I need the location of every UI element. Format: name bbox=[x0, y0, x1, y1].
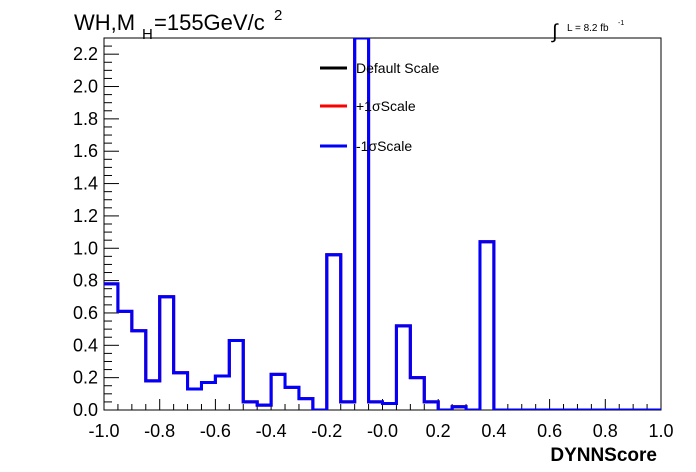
legend: Default Scale +1σScale -1σScale bbox=[320, 60, 439, 154]
title-subscript: H bbox=[142, 26, 153, 43]
y-tick-label: 2.2 bbox=[73, 44, 98, 64]
x-tick-label: 0.6 bbox=[537, 421, 562, 441]
y-axis: 0.0 0.2 0.4 0.6 0.8 1.0 1.2 1.4 1.6 1.8 2.0 2.2 bbox=[73, 37, 119, 420]
legend-label-plus-1sigma: +1σScale bbox=[356, 98, 416, 114]
x-tick-label: -0.2 bbox=[311, 421, 342, 441]
luminosity-text: L = 8.2 fb bbox=[567, 23, 609, 34]
x-tick-label: -0.0 bbox=[367, 421, 398, 441]
y-tick-label: 0.4 bbox=[73, 335, 98, 355]
y-tick-label: 1.4 bbox=[73, 174, 98, 194]
y-tick-label: 2.0 bbox=[73, 77, 98, 97]
x-axis-title: DYNNScore bbox=[550, 445, 657, 466]
integral-symbol: ∫ bbox=[551, 21, 559, 43]
x-tick-label: 0.8 bbox=[593, 421, 618, 441]
x-tick-label: -0.6 bbox=[200, 421, 231, 441]
x-tick-label: 0.2 bbox=[426, 421, 451, 441]
y-tick-label: 0.8 bbox=[73, 271, 98, 291]
x-axis: -1.0 -0.8 -0.6 -0.4 -0.2 -0.0 0.2 0.4 0.6 0.8 1.0 bbox=[88, 399, 674, 441]
title-rest: =155GeV/c bbox=[154, 10, 265, 35]
luminosity-superscript: -1 bbox=[618, 20, 624, 27]
legend-label-minus-1sigma: -1σScale bbox=[356, 138, 412, 154]
y-tick-label: 0.6 bbox=[73, 303, 98, 323]
y-tick-label: 0.0 bbox=[73, 400, 98, 420]
histogram-series bbox=[104, 38, 661, 410]
title-superscript: 2 bbox=[274, 7, 282, 24]
y-tick-label: 0.2 bbox=[73, 368, 98, 388]
x-tick-label: -1.0 bbox=[88, 421, 119, 441]
title-main: WH,M bbox=[74, 10, 135, 35]
x-tick-label: -0.4 bbox=[256, 421, 287, 441]
y-tick-label: 1.8 bbox=[73, 109, 98, 129]
y-tick-label: 1.0 bbox=[73, 238, 98, 258]
y-tick-label: 1.6 bbox=[73, 141, 98, 161]
x-tick-label: 1.0 bbox=[648, 421, 673, 441]
legend-label-default-scale: Default Scale bbox=[356, 60, 439, 76]
series-line--1-scale bbox=[104, 38, 661, 410]
chart-title: WH,M H =155GeV/c 2 bbox=[74, 7, 282, 43]
x-tick-label: -0.8 bbox=[144, 421, 175, 441]
x-tick-label: 0.4 bbox=[481, 421, 506, 441]
y-tick-label: 1.2 bbox=[73, 206, 98, 226]
luminosity-label: ∫ L = 8.2 fb -1 bbox=[551, 20, 624, 43]
